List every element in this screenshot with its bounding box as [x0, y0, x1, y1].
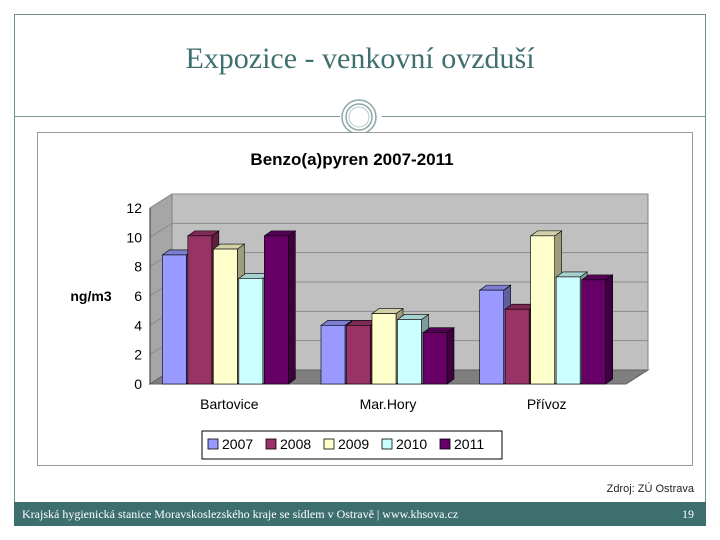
- bar-2008-0: [187, 235, 213, 385]
- bar-2008-2: [504, 308, 530, 385]
- title-rule-left: [14, 116, 340, 117]
- bar-2007-2: [479, 289, 504, 385]
- bar-2011-0: [264, 235, 289, 385]
- legend-label: 2007: [222, 436, 253, 452]
- legend-swatch: [207, 438, 219, 450]
- bar-2010-0: [238, 278, 264, 385]
- page-number: 19: [682, 506, 694, 521]
- circle-ornament-icon: [341, 99, 377, 135]
- bar-2008-1: [346, 325, 371, 385]
- gridline: [149, 193, 648, 209]
- legend-box: [201, 430, 503, 460]
- bar-2010-1: [397, 319, 422, 385]
- bar-2007-0: [162, 254, 187, 385]
- legend-label: 2008: [280, 436, 311, 452]
- bar-2009-0: [213, 248, 238, 385]
- bar-side: [446, 327, 455, 385]
- bar-side: [288, 230, 296, 385]
- y-tick-label: 12: [126, 200, 142, 216]
- y-tick-label: 8: [134, 259, 142, 275]
- y-axis-label: ng/m3: [70, 288, 111, 304]
- bar-2011-1: [422, 332, 448, 385]
- title-rule-right: [382, 116, 706, 117]
- footer-bar: Krajská hygienická stanice Moravskoslezs…: [14, 502, 706, 526]
- x-tick-label: Bartovice: [200, 396, 259, 412]
- bar-2009-2: [530, 235, 555, 385]
- legend-swatch: [381, 438, 393, 450]
- bar-2007-1: [320, 325, 346, 385]
- x-tick-label: Mar.Hory: [360, 396, 417, 412]
- legend-label: 2009: [338, 436, 369, 452]
- legend-swatch: [265, 438, 277, 450]
- bar-side: [605, 274, 613, 385]
- y-tick-label: 0: [134, 376, 142, 392]
- gridline: [149, 222, 648, 238]
- legend-swatch: [439, 438, 451, 450]
- footer-text: Krajská hygienická stanice Moravskoslezs…: [22, 506, 459, 521]
- legend-label: 2010: [396, 436, 427, 452]
- legend-swatch: [323, 438, 335, 450]
- bar-2009-1: [371, 313, 397, 385]
- bar-chart: Benzo(a)pyren 2007-2011 0 2 4 6 8 10 12 ng/m3 Bar…: [70, 150, 650, 460]
- slide-title: Expozice - venkovní ovzduší: [185, 42, 535, 75]
- y-tick-label: 2: [134, 347, 142, 363]
- legend-label: 2011: [454, 436, 484, 452]
- y-tick-label: 10: [126, 229, 142, 245]
- bar-2011-2: [581, 279, 606, 385]
- y-tick-label: 4: [134, 317, 142, 333]
- source-note: Zdroj: ZÚ Ostrava: [606, 483, 694, 495]
- x-tick-label: Přívoz: [527, 396, 567, 412]
- chart-title: Benzo(a)pyren 2007-2011: [250, 150, 453, 169]
- chart-container: Benzo(a)pyren 2007-2011 0 2 4 6 8 10 12 ng/m3 Bar…: [37, 132, 693, 466]
- bar-2010-2: [555, 276, 581, 385]
- y-tick-label: 6: [134, 288, 142, 304]
